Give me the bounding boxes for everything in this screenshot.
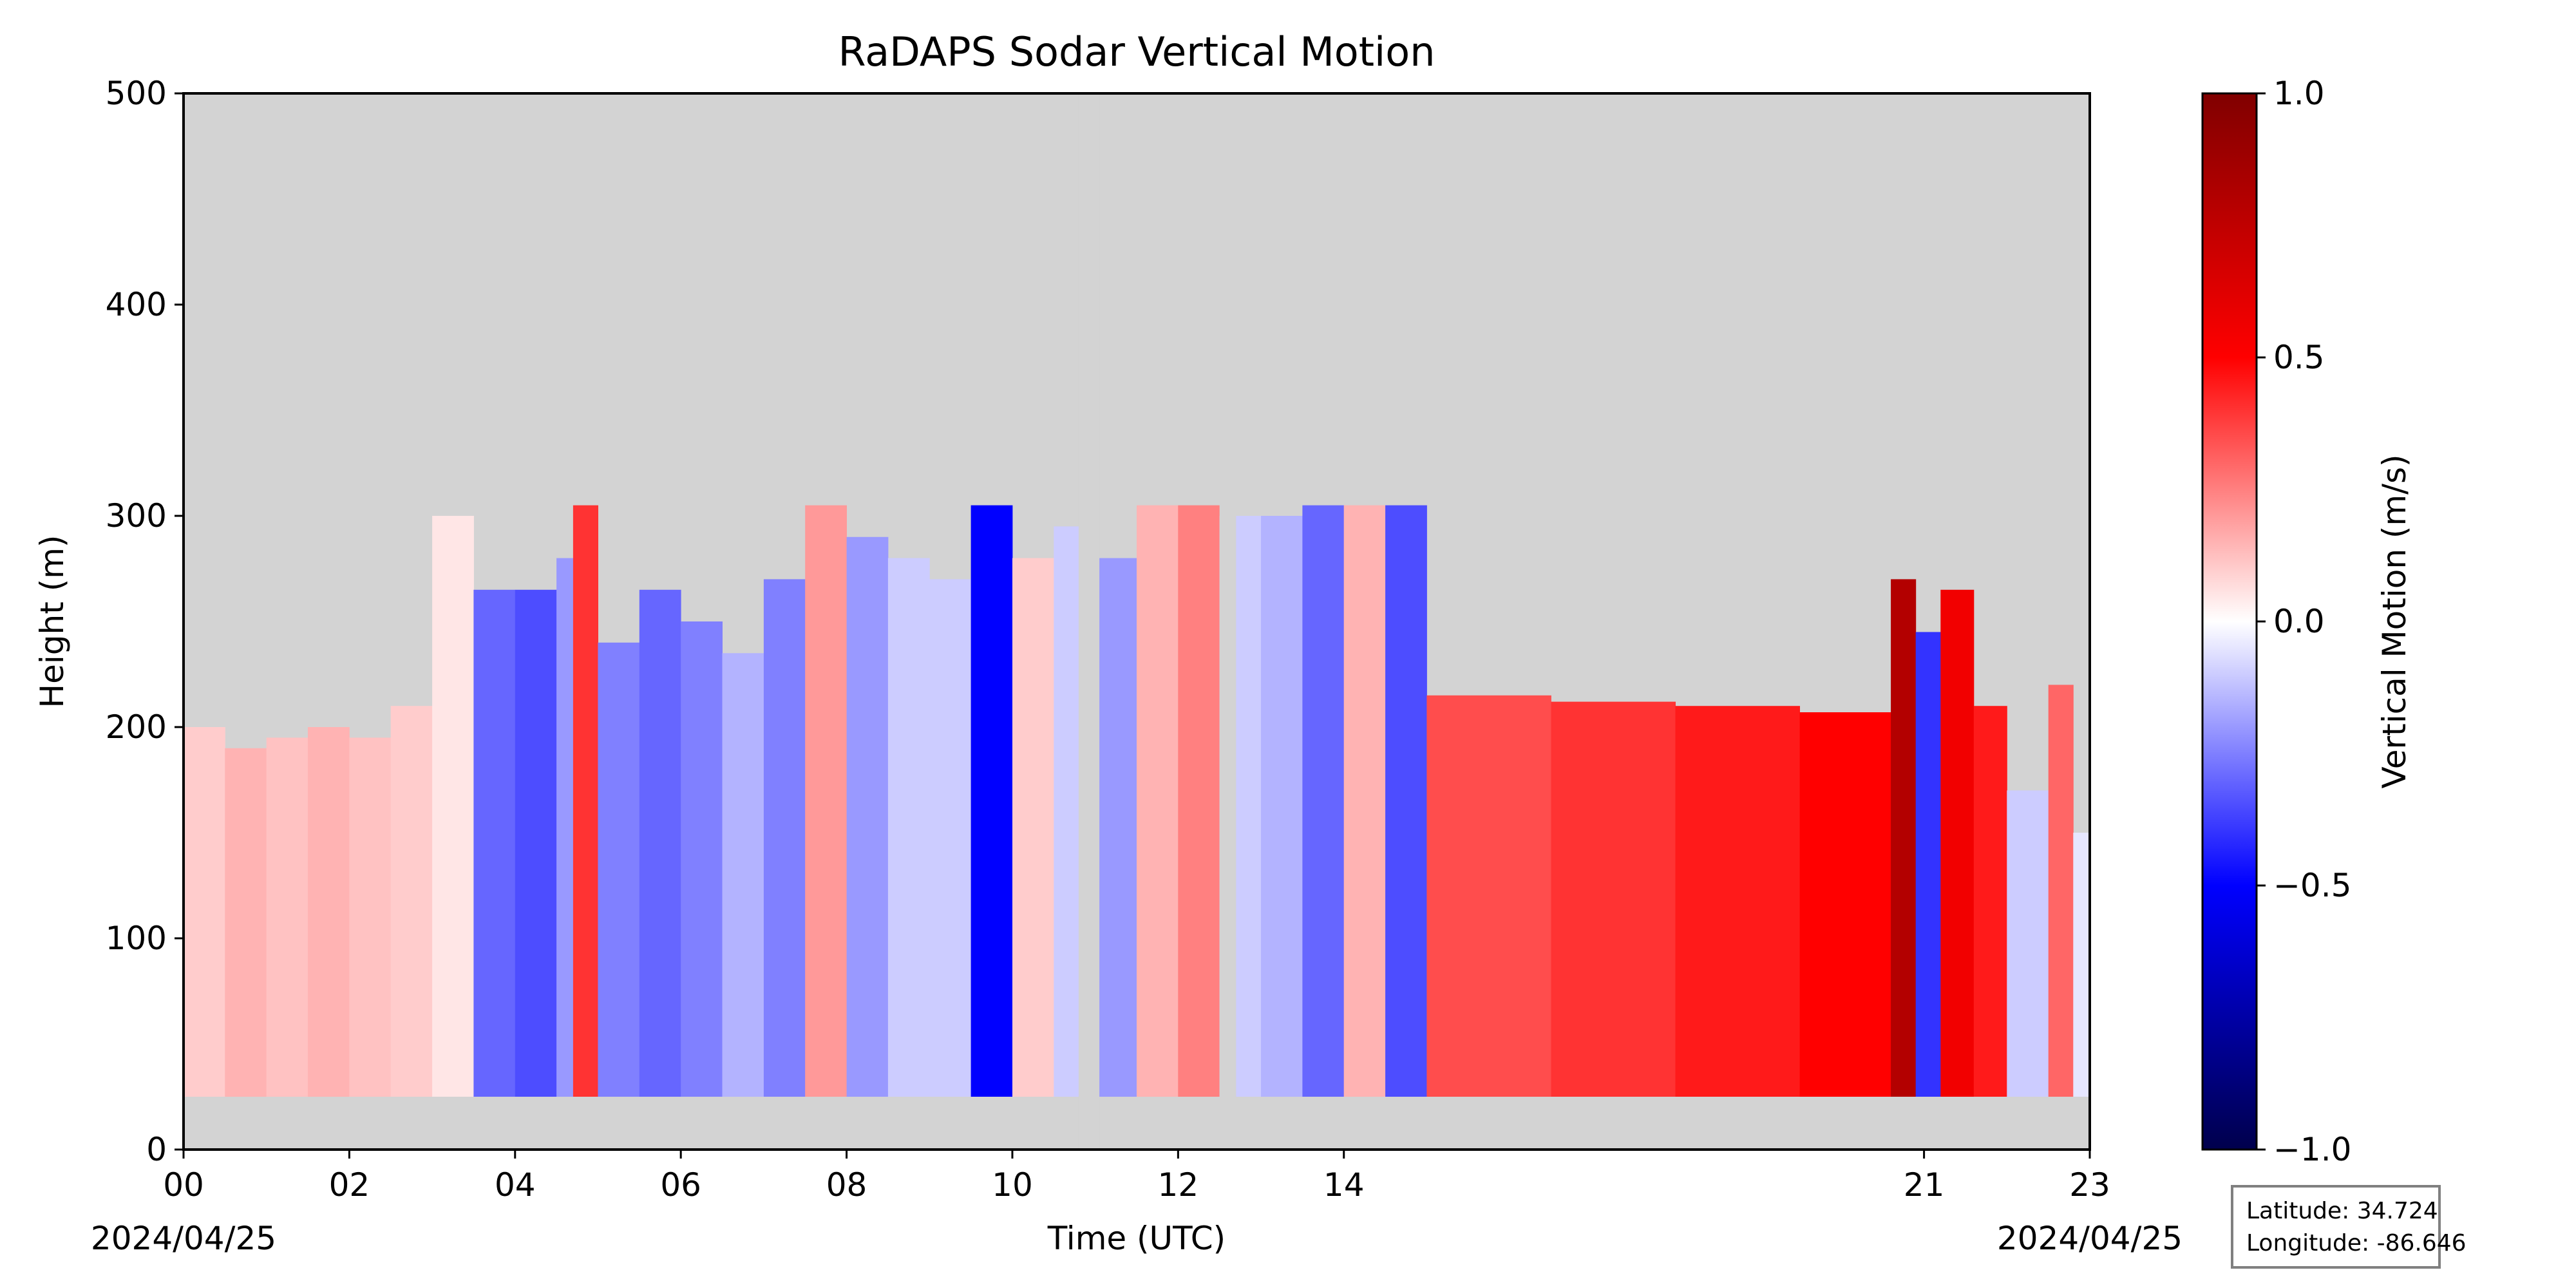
plot-frame bbox=[182, 92, 2091, 1151]
heatmap-cell bbox=[805, 505, 847, 1097]
heatmap-cell bbox=[349, 737, 392, 1097]
y-tick-label: 400 bbox=[106, 286, 167, 323]
chart-title: RaDAPS Sodar Vertical Motion bbox=[838, 28, 1435, 75]
y-tick-label: 0 bbox=[146, 1131, 167, 1168]
colorbar-tick-label: 0.5 bbox=[2273, 339, 2325, 376]
heatmap-cell bbox=[1137, 505, 1179, 1097]
heatmap-cell bbox=[2073, 833, 2090, 1097]
x-tick-label: 23 bbox=[2069, 1166, 2110, 1204]
heatmap-cell bbox=[1343, 505, 1386, 1097]
heatmap-cell bbox=[639, 589, 681, 1097]
colorbar-tick-label: −1.0 bbox=[2273, 1131, 2351, 1168]
x-axis-ticks: 00 02 04 06 08 10 12 14 21 23 bbox=[163, 1150, 2110, 1204]
heatmap-cell bbox=[722, 653, 764, 1097]
heatmap-cell bbox=[1973, 706, 2007, 1097]
x-tick-label: 00 bbox=[163, 1166, 204, 1204]
colorbar-tick-label: −0.5 bbox=[2273, 867, 2351, 904]
heatmap-cell bbox=[598, 642, 640, 1097]
x-tick-label: 14 bbox=[1323, 1166, 1365, 1204]
heatmap-cell bbox=[929, 579, 972, 1097]
heatmap-cell bbox=[473, 589, 516, 1097]
heatmap-cell bbox=[266, 737, 308, 1097]
y-axis-label: Height (m) bbox=[33, 535, 71, 708]
colorbar-tick-label: 1.0 bbox=[2273, 75, 2325, 112]
heatmap-cell bbox=[1261, 516, 1303, 1097]
date-left-label: 2024/04/25 bbox=[91, 1220, 276, 1257]
data-gap bbox=[1219, 93, 1236, 1150]
x-tick-label: 08 bbox=[826, 1166, 867, 1204]
heatmap-cell bbox=[1385, 505, 1427, 1097]
heatmap-cell bbox=[1426, 695, 1551, 1097]
longitude-text: Longitude: -86.646 bbox=[2246, 1230, 2467, 1256]
heatmap-cell bbox=[971, 505, 1013, 1097]
heatmap-cell bbox=[1799, 712, 1891, 1097]
date-right-label: 2024/04/25 bbox=[1997, 1220, 2183, 1257]
heatmap-layer bbox=[184, 93, 2090, 1150]
heatmap-cell bbox=[556, 558, 574, 1097]
colorbar-tick-label: 0.0 bbox=[2273, 603, 2325, 640]
heatmap-cell bbox=[1675, 706, 1800, 1097]
x-axis-label: Time (UTC) bbox=[1047, 1220, 1226, 1257]
heatmap-cell bbox=[763, 579, 806, 1097]
heatmap-cell bbox=[390, 706, 433, 1097]
heatmap-cell bbox=[573, 505, 598, 1097]
y-axis-ticks: 0 100 200 300 400 500 bbox=[106, 75, 184, 1168]
heatmap-cell bbox=[2007, 790, 2049, 1097]
heatmap-cell bbox=[1012, 558, 1054, 1097]
heatmap-cell bbox=[681, 621, 723, 1097]
heatmap-cell bbox=[1178, 505, 1220, 1097]
x-tick-label: 02 bbox=[329, 1166, 370, 1204]
heatmap-cell bbox=[432, 516, 474, 1097]
heatmap-cell bbox=[1302, 505, 1345, 1097]
heatmap-cell bbox=[1095, 558, 1137, 1097]
heatmap-cell bbox=[184, 727, 225, 1097]
y-tick-label: 100 bbox=[106, 920, 167, 957]
colorbar bbox=[2201, 92, 2258, 1151]
data-gap bbox=[1078, 93, 1100, 1150]
x-tick-label: 10 bbox=[992, 1166, 1033, 1204]
x-tick-label: 04 bbox=[495, 1166, 536, 1204]
colorbar-label: Vertical Motion (m/s) bbox=[2376, 454, 2413, 788]
heatmap-cell bbox=[308, 727, 350, 1097]
x-tick-label: 06 bbox=[660, 1166, 701, 1204]
y-tick-label: 500 bbox=[106, 75, 167, 112]
heatmap-cell bbox=[887, 558, 930, 1097]
x-tick-label: 21 bbox=[1904, 1166, 1945, 1204]
location-info-box: Latitude: 34.724 Longitude: -86.646 bbox=[2231, 1185, 2467, 1269]
heatmap-cell bbox=[1915, 632, 1941, 1097]
x-tick-label: 12 bbox=[1158, 1166, 1199, 1204]
heatmap-cell bbox=[515, 589, 557, 1097]
latitude-text: Latitude: 34.724 bbox=[2246, 1198, 2438, 1224]
heatmap-cell bbox=[1891, 579, 1917, 1097]
heatmap-cell bbox=[846, 536, 889, 1097]
y-tick-label: 200 bbox=[106, 708, 167, 746]
colorbar-ticks: 1.0 0.5 0.0 −0.5 −1.0 bbox=[2257, 75, 2351, 1168]
heatmap-cell bbox=[2048, 685, 2074, 1097]
heatmap-cell bbox=[1940, 589, 1975, 1097]
heatmap-cell bbox=[1551, 701, 1676, 1097]
y-tick-label: 300 bbox=[106, 497, 167, 535]
heatmap-cell bbox=[225, 748, 267, 1097]
